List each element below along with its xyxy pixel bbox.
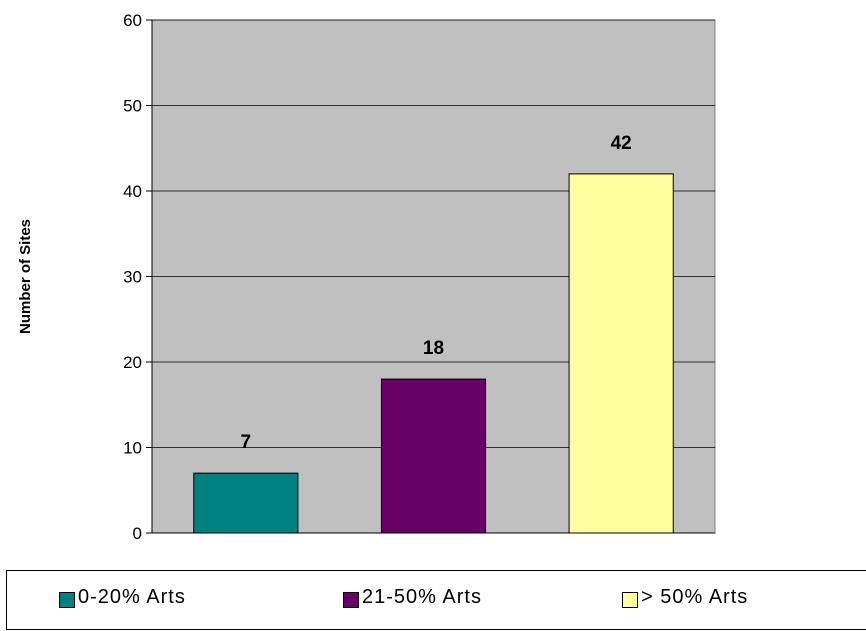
y-tick-label: 60 <box>123 11 142 30</box>
bar-chart: 0 10 20 30 40 50 60 7 18 42 Number of Sites <box>17 11 716 543</box>
legend-swatch-teal <box>59 591 75 608</box>
legend-item-0-20: 0-20% Arts <box>59 586 186 609</box>
bars <box>193 173 674 534</box>
data-label-1: 18 <box>423 338 444 359</box>
y-tick-label: 10 <box>123 439 142 458</box>
legend-swatch-yellow <box>622 591 638 608</box>
legend-item-21-50: 21-50% Arts <box>343 586 482 609</box>
legend-label: > 50% Arts <box>641 586 749 608</box>
legend-swatch-purple <box>343 591 359 608</box>
data-labels: 7 18 42 <box>241 133 632 453</box>
y-tick-label: 30 <box>123 268 142 287</box>
legend-item-over-50: > 50% Arts <box>622 586 748 609</box>
bar-0 <box>193 472 299 534</box>
legend-label: 21-50% Arts <box>362 586 482 608</box>
bar-2 <box>568 173 674 534</box>
legend-label: 0-20% Arts <box>78 586 186 608</box>
y-axis-title: Number of Sites <box>17 219 34 334</box>
data-label-0: 7 <box>241 432 252 453</box>
bar-1 <box>380 378 487 534</box>
legend: 0-20% Arts 21-50% Arts > 50% Arts <box>6 570 866 630</box>
y-tick-label: 40 <box>123 182 142 201</box>
y-tick-label: 0 <box>133 524 142 543</box>
y-tick-label: 20 <box>123 353 142 372</box>
data-label-2: 42 <box>611 133 632 154</box>
y-tick-label: 50 <box>123 97 142 116</box>
